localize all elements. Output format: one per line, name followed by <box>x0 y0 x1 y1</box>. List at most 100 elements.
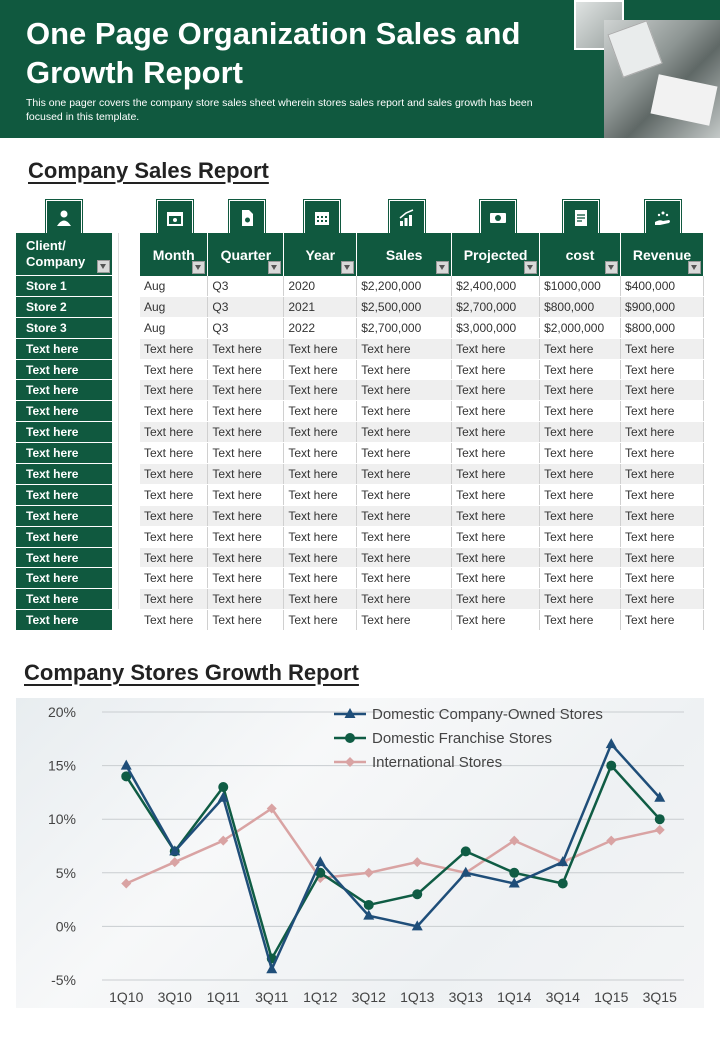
column-header-year[interactable]: Year <box>283 233 358 276</box>
column-header-label: Month <box>152 246 195 263</box>
legend-label: Domestic Company-Owned Stores <box>372 706 603 723</box>
x-tick-label: 3Q14 <box>546 989 580 1005</box>
table-cell: Text here <box>451 338 541 360</box>
client-header[interactable]: Client/ Company <box>16 233 112 276</box>
data-point <box>411 920 423 931</box>
table-cell: 2020 <box>283 276 358 297</box>
table-cell: Text here <box>356 609 453 632</box>
table-cell: Text here <box>207 505 285 527</box>
table-cell: Aug <box>140 296 209 318</box>
column-header-sales[interactable]: Sales <box>356 233 453 276</box>
table-cell: Text here <box>451 400 541 423</box>
column-header-revenue[interactable]: Revenue <box>620 233 704 276</box>
table-cell: Text here <box>620 442 704 465</box>
legend-label: Domestic Franchise Stores <box>372 730 552 747</box>
table-cell: Text here <box>283 359 358 381</box>
table-cell: Text here <box>207 442 285 465</box>
y-tick-label: 0% <box>56 918 76 934</box>
filter-dropdown-icon[interactable] <box>97 260 110 273</box>
table-cell: Text here <box>356 526 453 548</box>
table-cell: Text here <box>539 359 622 381</box>
table-cell: Text here <box>283 567 358 590</box>
header-photo <box>604 20 720 138</box>
table-cell: Text here <box>539 567 622 590</box>
table-cell: $900,000 <box>620 296 704 318</box>
table-row: Aug Q3 2020 $2,200,000 $2,400,000 $1000,000 $4… <box>140 276 704 297</box>
table-cell: Text here <box>207 609 285 632</box>
client-cell: Text here <box>16 380 112 402</box>
table-row: Text here Text here Text here Text here Text… <box>140 484 704 506</box>
calendar-icon <box>157 200 193 236</box>
table-cell: Text here <box>451 609 541 632</box>
table-cell: Text here <box>451 379 541 402</box>
data-point <box>460 846 471 857</box>
column-header-cost[interactable]: cost <box>539 233 622 276</box>
data-point <box>508 877 520 888</box>
x-tick-label: 3Q11 <box>255 989 288 1005</box>
x-tick-label: 1Q14 <box>497 989 531 1005</box>
table-cell: $2,700,000 <box>356 317 453 339</box>
x-tick-label: 3Q10 <box>158 989 192 1005</box>
data-point <box>363 867 374 878</box>
growth-chart-area: 20% 15% 10% 5% 0% -5% 1Q10 3Q10 1Q11 3Q11 1Q12 3Q12… <box>16 698 704 1008</box>
table-cell: Text here <box>283 338 358 360</box>
table-row: Text here Text here Text here Text here Text… <box>140 526 704 548</box>
x-tick-label: 1Q13 <box>400 989 434 1005</box>
table-cell: Text here <box>140 442 209 465</box>
table-row: Text here Text here Text here Text here Text… <box>140 609 704 632</box>
table-row: Text here Text here Text here Text here Text… <box>140 359 704 381</box>
client-cell: Text here <box>16 568 112 590</box>
table-cell: Text here <box>207 379 285 402</box>
data-point <box>218 835 229 846</box>
table-cell: Text here <box>207 338 285 360</box>
table-row: Aug Q3 2022 $2,700,000 $3,000,000 $2,000,000 $… <box>140 317 704 339</box>
table-cell: Text here <box>140 526 209 548</box>
table-cell: Text here <box>283 526 358 548</box>
table-cell: Text here <box>451 505 541 527</box>
table-cell: Q3 <box>207 276 285 297</box>
x-tick-label: 1Q12 <box>303 989 337 1005</box>
table-cell: Text here <box>539 463 622 485</box>
table-cell: Text here <box>539 547 622 569</box>
data-point <box>363 909 375 920</box>
table-row: Text here Text here Text here Text here Text… <box>140 463 704 485</box>
table-cell: Text here <box>140 463 209 485</box>
table-row: Text here Text here Text here Text here Text… <box>140 400 704 423</box>
table-cell: Text here <box>140 421 209 444</box>
table-cell: Text here <box>356 400 453 423</box>
table-row: Text here Text here Text here Text here Text… <box>140 567 704 590</box>
table-cell: Text here <box>140 379 209 402</box>
table-cell: Text here <box>356 379 453 402</box>
column-header-projected[interactable]: Projected <box>451 233 541 276</box>
money-icon <box>480 200 516 236</box>
client-cell: Store 1 <box>16 276 112 297</box>
column-header-month[interactable]: Month <box>140 233 209 276</box>
x-tick-label: 3Q12 <box>352 989 386 1005</box>
x-tick-label: 1Q11 <box>207 989 240 1005</box>
table-cell: $2,400,000 <box>451 276 541 297</box>
filter-dropdown-icon[interactable] <box>268 261 282 274</box>
client-cell: Store 3 <box>16 317 112 339</box>
y-tick-label: -5% <box>51 972 76 988</box>
column-header-quarter[interactable]: Quarter <box>207 233 285 276</box>
table-cell: Text here <box>451 442 541 465</box>
hand-coins-icon <box>645 200 681 236</box>
filter-dropdown-icon[interactable] <box>436 261 450 274</box>
table-cell: Text here <box>207 400 285 423</box>
column-header-label: Year <box>305 246 336 263</box>
data-point <box>654 791 666 802</box>
filter-dropdown-icon[interactable] <box>688 261 701 274</box>
table-cell: Text here <box>539 400 622 423</box>
data-point <box>654 824 665 835</box>
table-cell: Text here <box>620 588 704 611</box>
table-cell: $2,700,000 <box>451 296 541 318</box>
table-row: Text here Text here Text here Text here Text… <box>140 379 704 402</box>
grid-calendar-icon <box>304 200 340 236</box>
table-cell: Text here <box>207 547 285 569</box>
filter-dropdown-icon[interactable] <box>192 261 206 274</box>
filter-dropdown-icon[interactable] <box>605 261 619 274</box>
filter-dropdown-icon[interactable] <box>341 261 355 274</box>
table-row: Text here Text here Text here Text here Text… <box>140 338 704 360</box>
table-cell: Text here <box>283 442 358 465</box>
filter-dropdown-icon[interactable] <box>524 261 538 274</box>
